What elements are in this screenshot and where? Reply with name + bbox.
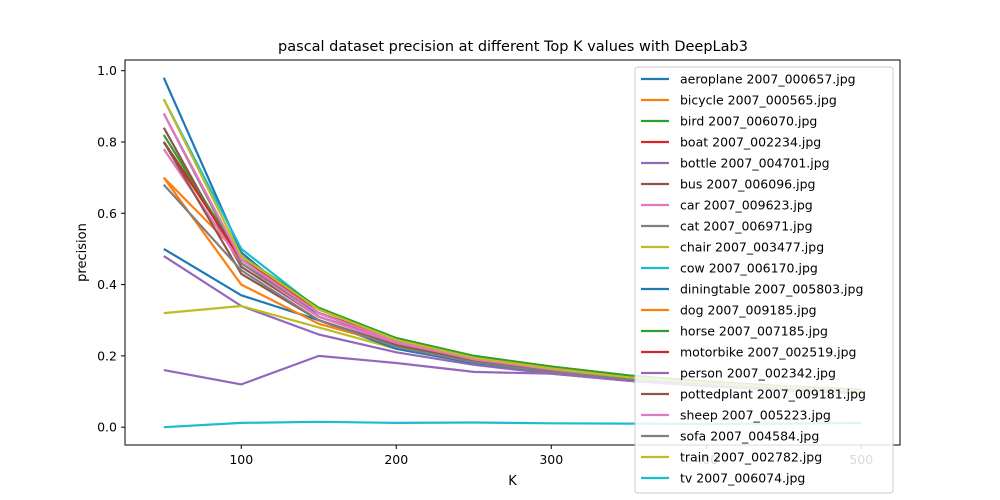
legend-label-5: bus 2007_006096.jpg (680, 177, 815, 192)
legend-label-12: horse 2007_007185.jpg (680, 324, 828, 339)
chart-title: pascal dataset precision at different To… (278, 39, 748, 55)
y-tick-label: 0.4 (97, 277, 117, 292)
legend-label-14: person 2007_002342.jpg (680, 366, 836, 381)
legend-label-1: bicycle 2007_000565.jpg (680, 93, 837, 108)
legend-label-17: sofa 2007_004584.jpg (680, 429, 819, 444)
legend-label-8: chair 2007_003477.jpg (680, 240, 824, 255)
legend-label-7: cat 2007_006971.jpg (680, 219, 813, 234)
x-tick-label: 100 (229, 452, 253, 467)
legend-box (634, 66, 894, 494)
y-tick-label: 1.0 (97, 63, 117, 78)
legend-label-16: sheep 2007_005223.jpg (680, 408, 831, 423)
legend-label-0: aeroplane 2007_000657.jpg (680, 72, 856, 87)
legend-label-15: pottedplant 2007_009181.jpg (680, 387, 866, 402)
legend-label-11: dog 2007_009185.jpg (680, 303, 817, 318)
x-tick-label: 200 (384, 452, 408, 467)
y-axis-label: precision (75, 223, 90, 282)
y-axis-ticks: 0.0 0.2 0.4 0.6 0.8 1.0 (97, 63, 125, 435)
plot-frame (124, 59, 901, 446)
y-tick-label: 0.8 (97, 134, 117, 149)
y-tick-label: 0.2 (97, 348, 117, 363)
x-axis-label: K (508, 474, 517, 489)
legend-label-6: car 2007_009623.jpg (680, 198, 813, 213)
y-tick-label: 0.0 (97, 420, 117, 435)
legend-label-10: diningtable 2007_005803.jpg (680, 282, 863, 297)
legend-label-13: motorbike 2007_002519.jpg (680, 345, 856, 360)
y-tick-label: 0.6 (97, 206, 117, 221)
x-tick-label: 300 (539, 452, 563, 467)
legend-label-18: train 2007_002782.jpg (680, 450, 822, 465)
legend-label-2: bird 2007_006070.jpg (680, 114, 817, 129)
legend-label-4: bottle 2007_004701.jpg (680, 156, 830, 171)
legend-label-19: tv 2007_006074.jpg (680, 471, 805, 486)
legend-label-3: boat 2007_002234.jpg (680, 135, 821, 150)
legend-label-9: cow 2007_006170.jpg (680, 261, 818, 276)
